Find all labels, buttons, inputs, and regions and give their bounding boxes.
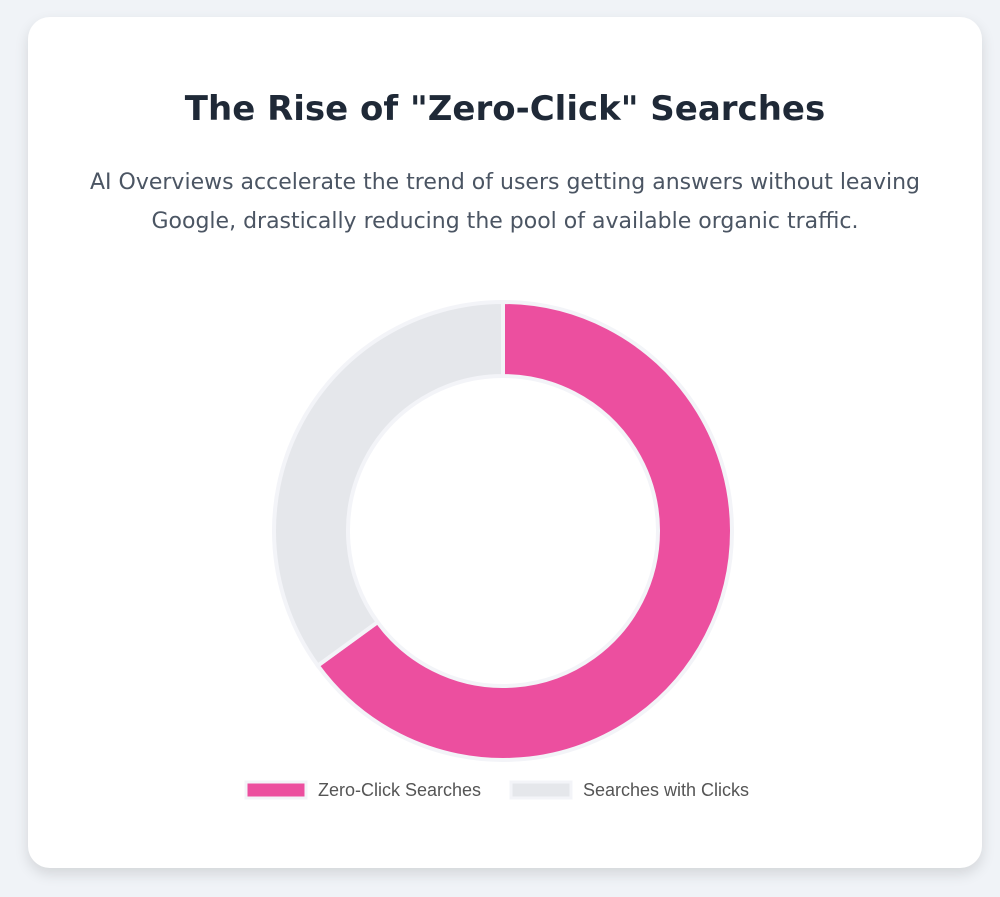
legend-label[interactable]: Searches with Clicks xyxy=(583,780,749,800)
doughnut-slice[interactable] xyxy=(272,299,505,669)
legend-swatch[interactable] xyxy=(244,780,308,800)
legend-swatch[interactable] xyxy=(509,780,573,800)
chart-subtitle: AI Overviews accelerate the trend of use… xyxy=(89,170,920,234)
chart-title: The Rise of "Zero-Click" Searches xyxy=(184,89,826,129)
doughnut-slice[interactable] xyxy=(314,299,734,762)
legend-label[interactable]: Zero-Click Searches xyxy=(318,780,481,800)
